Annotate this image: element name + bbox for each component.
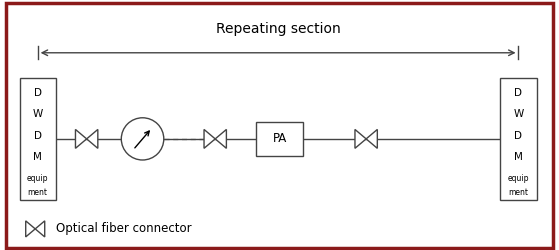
Text: D: D (514, 88, 523, 98)
Bar (256, 122, 303, 156)
Polygon shape (204, 130, 215, 148)
Polygon shape (35, 221, 45, 237)
Text: Optical fiber connector: Optical fiber connector (56, 222, 192, 235)
Text: D: D (34, 88, 42, 98)
Text: ment: ment (28, 188, 48, 197)
Polygon shape (75, 130, 87, 148)
Polygon shape (26, 221, 35, 237)
Polygon shape (366, 130, 377, 148)
Text: D: D (514, 130, 523, 140)
Text: M: M (34, 152, 42, 162)
Polygon shape (215, 130, 226, 148)
Polygon shape (87, 130, 98, 148)
Bar (500, 78, 537, 200)
Polygon shape (355, 130, 366, 148)
Text: W: W (513, 110, 524, 120)
Text: D: D (34, 130, 42, 140)
Circle shape (121, 118, 164, 160)
Text: Repeating section: Repeating section (216, 22, 340, 36)
Text: PA: PA (272, 132, 287, 145)
Text: M: M (514, 152, 523, 162)
Text: equip: equip (27, 174, 49, 184)
Text: W: W (32, 110, 43, 120)
Bar (20, 78, 56, 200)
Text: equip: equip (508, 174, 529, 184)
Text: ment: ment (509, 188, 528, 197)
